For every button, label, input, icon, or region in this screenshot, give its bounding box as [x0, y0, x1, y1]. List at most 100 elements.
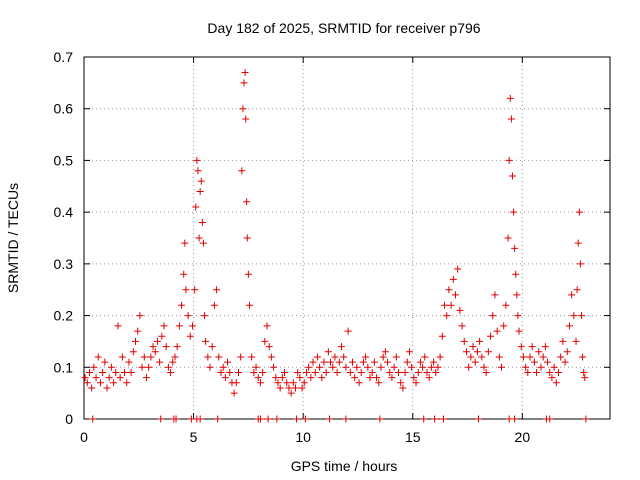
data-point: [327, 358, 335, 366]
data-point: [248, 353, 256, 361]
data-point: [238, 167, 246, 175]
data-point: [333, 368, 341, 376]
data-point: [384, 358, 392, 366]
data-point: [254, 374, 262, 382]
data-point: [300, 379, 308, 387]
data-point: [546, 368, 554, 376]
data-point: [325, 415, 333, 423]
data-point: [449, 275, 457, 283]
data-point: [510, 208, 518, 216]
data-point: [265, 343, 273, 351]
data-point: [458, 322, 466, 330]
data-point: [285, 384, 293, 392]
data-point: [191, 286, 199, 294]
data-point: [487, 332, 495, 340]
data-point: [454, 265, 462, 273]
data-point: [421, 353, 429, 361]
data-point: [414, 368, 422, 376]
data-point: [537, 363, 545, 371]
data-point: [552, 379, 560, 387]
data-point: [232, 379, 240, 387]
data-point: [273, 415, 281, 423]
data-point: [368, 368, 376, 376]
data-point: [554, 368, 562, 376]
data-point: [208, 343, 216, 351]
data-point: [213, 286, 221, 294]
data-point: [240, 79, 248, 87]
data-point: [318, 374, 326, 382]
data-point: [392, 353, 400, 361]
data-point: [140, 353, 148, 361]
data-point: [198, 218, 206, 226]
data-point: [395, 368, 403, 376]
data-point: [575, 208, 583, 216]
data-point: [530, 358, 538, 366]
data-point: [412, 379, 420, 387]
data-point: [188, 322, 196, 330]
data-point: [210, 301, 218, 309]
data-point: [204, 353, 212, 361]
data-point: [145, 363, 153, 371]
data-point: [351, 374, 359, 382]
data-point: [342, 363, 350, 371]
data-point: [244, 270, 252, 278]
data-point: [476, 337, 484, 345]
data-point: [410, 374, 418, 382]
data-point: [256, 379, 264, 387]
x-tick-label: 15: [405, 429, 421, 445]
data-point: [462, 348, 470, 356]
data-point: [473, 348, 481, 356]
data-point: [226, 368, 234, 376]
data-point: [478, 353, 486, 361]
data-point: [121, 368, 129, 376]
data-point: [194, 167, 202, 175]
data-point: [379, 353, 387, 361]
data-point: [570, 312, 578, 320]
data-point: [475, 415, 482, 423]
data-point: [362, 353, 370, 361]
data-point: [439, 415, 447, 423]
data-point: [88, 384, 96, 392]
data-point: [507, 115, 515, 123]
data-point: [469, 343, 477, 351]
data-point: [548, 374, 556, 382]
data-point: [167, 368, 175, 376]
x-tick-label: 5: [190, 429, 198, 445]
data-point: [329, 363, 337, 371]
data-point: [142, 374, 150, 382]
data-point: [239, 105, 247, 113]
data-point: [196, 187, 204, 195]
data-point: [186, 332, 194, 340]
data-point: [110, 379, 118, 387]
data-point: [320, 358, 328, 366]
data-point: [178, 301, 186, 309]
y-tick-label: 0.1: [54, 359, 74, 375]
data-point: [105, 374, 113, 382]
data-point: [377, 363, 385, 371]
data-point: [219, 363, 227, 371]
data-point: [132, 337, 140, 345]
data-point: [401, 368, 409, 376]
data-point: [565, 322, 573, 330]
data-point: [331, 353, 339, 361]
data-point: [309, 358, 317, 366]
data-point: [419, 363, 427, 371]
data-point: [399, 384, 407, 392]
data-point: [573, 286, 581, 294]
data-point: [206, 363, 214, 371]
data-point: [217, 368, 225, 376]
data-point: [511, 415, 519, 423]
data-point: [581, 374, 589, 382]
data-point: [324, 348, 332, 356]
data-point: [451, 291, 459, 299]
data-point: [480, 363, 488, 371]
data-point: [467, 353, 475, 361]
data-point: [423, 368, 431, 376]
data-point: [264, 415, 272, 423]
y-axis-label: SRMTID / TECUs: [5, 183, 21, 293]
data-point: [298, 384, 306, 392]
data-point: [579, 353, 587, 361]
data-point: [493, 327, 501, 335]
data-point: [526, 353, 534, 361]
